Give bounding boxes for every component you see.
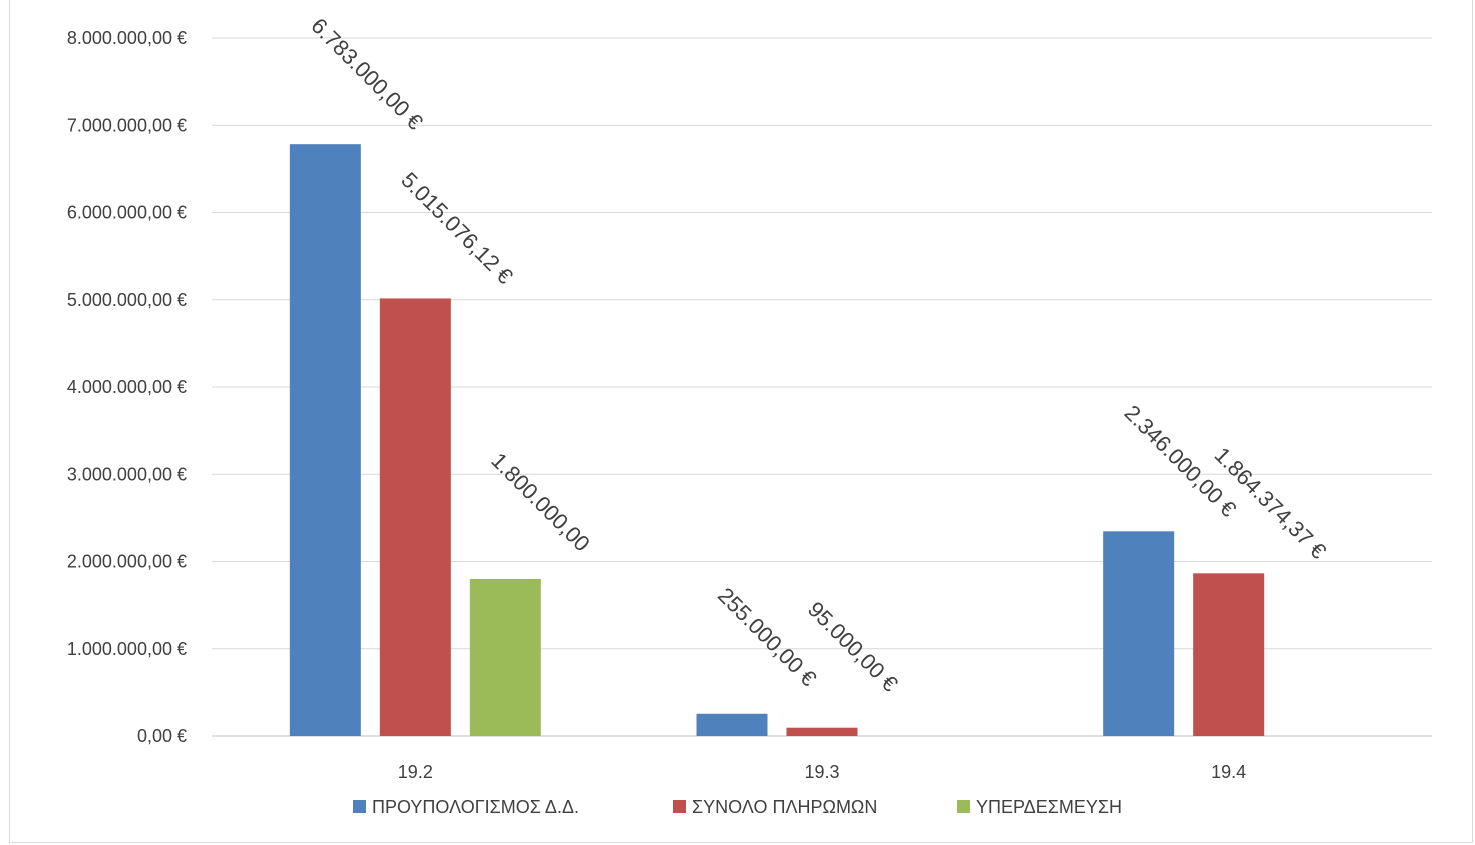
x-tick-label: 19.4 bbox=[1211, 762, 1246, 782]
legend-item: ΥΠΕΡΔΕΣΜΕΥΣΗ bbox=[957, 797, 1122, 817]
data-label: 1.800.000,00 bbox=[486, 448, 595, 557]
legend-swatch bbox=[353, 800, 366, 813]
y-axis-ticks: 0,00 € 1.000.000,00 € 2.000.000,00 € 3.000.… bbox=[67, 28, 187, 746]
bar bbox=[696, 713, 768, 736]
x-tick-label: 19.3 bbox=[804, 762, 839, 782]
data-label: 255.000,00 € bbox=[713, 583, 822, 692]
y-tick-label: 4.000.000,00 € bbox=[67, 377, 187, 397]
x-axis-ticks: 19.2 19.3 19.4 bbox=[398, 762, 1246, 782]
legend-item: ΠΡΟΥΠΟΛΟΓΙΣΜΟΣ Δ.Δ. bbox=[353, 797, 579, 817]
y-tick-label: 2.000.000,00 € bbox=[67, 552, 187, 572]
bar bbox=[1103, 531, 1175, 736]
legend-label: ΥΠΕΡΔΕΣΜΕΥΣΗ bbox=[976, 797, 1122, 817]
data-label: 6.783.000,00 € bbox=[306, 13, 427, 134]
bar bbox=[289, 144, 361, 737]
legend: ΠΡΟΥΠΟΛΟΓΙΣΜΟΣ Δ.Δ. ΣΥΝΟΛΟ ΠΛΗΡΩΜΩΝ ΥΠΕΡΔΕ… bbox=[353, 797, 1122, 817]
x-tick-label: 19.2 bbox=[398, 762, 433, 782]
bar bbox=[379, 298, 451, 736]
data-label: 5.015.076,12 € bbox=[396, 167, 517, 288]
y-tick-label: 5.000.000,00 € bbox=[67, 290, 187, 310]
legend-label: ΣΥΝΟΛΟ ΠΛΗΡΩΜΩΝ bbox=[692, 797, 877, 817]
bar bbox=[469, 578, 541, 736]
y-tick-label: 8.000.000,00 € bbox=[67, 28, 187, 48]
y-tick-label: 7.000.000,00 € bbox=[67, 115, 187, 135]
bar bbox=[1193, 573, 1265, 736]
legend-swatch bbox=[673, 800, 686, 813]
legend-item: ΣΥΝΟΛΟ ΠΛΗΡΩΜΩΝ bbox=[673, 797, 877, 817]
data-label: 95.000,00 € bbox=[803, 597, 903, 697]
y-tick-label: 3.000.000,00 € bbox=[67, 464, 187, 484]
y-tick-label: 0,00 € bbox=[137, 726, 187, 746]
data-labels: 6.783.000,00 € 5.015.076,12 € 1.800.000,00… bbox=[306, 13, 1331, 696]
y-tick-label: 1.000.000,00 € bbox=[67, 639, 187, 659]
bar bbox=[786, 727, 858, 736]
y-tick-label: 6.000.000,00 € bbox=[67, 203, 187, 223]
legend-swatch bbox=[957, 800, 970, 813]
legend-label: ΠΡΟΥΠΟΛΟΓΙΣΜΟΣ Δ.Δ. bbox=[372, 797, 579, 817]
bars bbox=[289, 144, 1265, 737]
